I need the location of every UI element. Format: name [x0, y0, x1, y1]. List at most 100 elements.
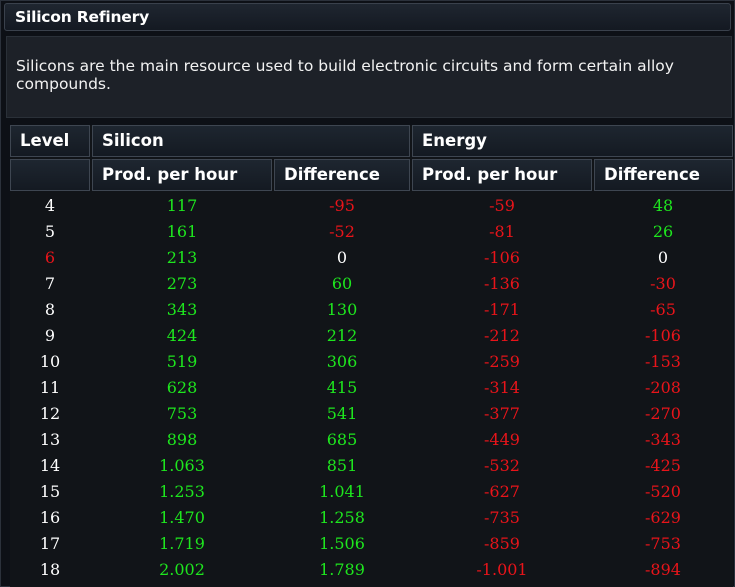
window-title: Silicon Refinery: [15, 8, 149, 26]
level-cell: 6: [44, 248, 56, 267]
silicon-prod-cell: 2.002: [159, 560, 205, 579]
level-cell: 15: [39, 482, 61, 501]
silicon-diff-cell: -95: [329, 196, 355, 215]
energy-prod-cell: -136: [484, 274, 520, 293]
table-row: 7 273 60 -136 -30: [10, 271, 733, 297]
level-cell: 11: [39, 378, 61, 397]
energy-diff-cell: -30: [650, 274, 676, 293]
silicon-prod-cell: 1.063: [159, 456, 205, 475]
energy-prod-cell: -735: [484, 508, 520, 527]
energy-prod-cell: -171: [484, 300, 520, 319]
energy-prod-cell: -259: [484, 352, 520, 371]
silicon-prod-cell: 424: [166, 326, 198, 345]
silicon-diff-cell: 1.258: [319, 508, 365, 527]
level-cell: 18: [39, 560, 61, 579]
table-row: 5 161 -52 -81 26: [10, 219, 733, 245]
level-cell: 13: [39, 430, 61, 449]
header-silicon-prod: Prod. per hour: [92, 159, 272, 191]
silicon-prod-cell: 1.719: [159, 534, 205, 553]
energy-diff-cell: -343: [645, 430, 681, 449]
silicon-prod-cell: 1.470: [159, 508, 205, 527]
energy-diff-cell: 0: [657, 248, 669, 267]
header-level: Level: [10, 125, 90, 157]
level-cell: 14: [39, 456, 61, 475]
energy-diff-cell: -629: [645, 508, 681, 527]
silicon-diff-cell: 541: [326, 404, 358, 423]
energy-diff-cell: -153: [645, 352, 681, 371]
silicon-prod-cell: 343: [166, 300, 198, 319]
silicon-diff-cell: 306: [326, 352, 358, 371]
header-silicon: Silicon: [92, 125, 410, 157]
level-cell: 10: [39, 352, 61, 371]
silicon-diff-cell: 851: [326, 456, 358, 475]
table-row: 8 343 130 -171 -65: [10, 297, 733, 323]
energy-diff-cell: -208: [645, 378, 681, 397]
energy-prod-cell: -212: [484, 326, 520, 345]
silicon-prod-cell: 519: [166, 352, 198, 371]
description-text: Silicons are the main resource used to b…: [16, 57, 674, 93]
table-row: 6 213 0 -106 0: [10, 245, 733, 271]
energy-prod-cell: -449: [484, 430, 520, 449]
header-energy: Energy: [412, 125, 733, 157]
header-silicon-diff: Difference: [274, 159, 410, 191]
level-cell: 12: [39, 404, 61, 423]
silicon-diff-cell: 0: [336, 248, 348, 267]
silicon-prod-cell: 273: [166, 274, 198, 293]
energy-diff-cell: -65: [650, 300, 676, 319]
energy-diff-cell: 26: [652, 222, 674, 241]
silicon-diff-cell: 1.506: [319, 534, 365, 553]
energy-prod-cell: -106: [484, 248, 520, 267]
energy-diff-cell: -425: [645, 456, 681, 475]
level-cell: 8: [44, 300, 56, 319]
energy-diff-cell: 48: [652, 196, 674, 215]
energy-diff-cell: -894: [645, 560, 681, 579]
description-box: Silicons are the main resource used to b…: [6, 36, 732, 118]
table-row: 14 1.063 851 -532 -425: [10, 453, 733, 479]
level-cell: 5: [44, 222, 56, 241]
silicon-diff-cell: 130: [326, 300, 358, 319]
silicon-diff-cell: 415: [326, 378, 358, 397]
silicon-prod-cell: 213: [166, 248, 198, 267]
energy-diff-cell: -753: [645, 534, 681, 553]
energy-prod-cell: -314: [484, 378, 520, 397]
table-row: 9 424 212 -212 -106: [10, 323, 733, 349]
energy-prod-cell: -81: [489, 222, 515, 241]
silicon-prod-cell: 753: [166, 404, 198, 423]
table-row: 17 1.719 1.506 -859 -753: [10, 531, 733, 557]
silicon-diff-cell: -52: [329, 222, 355, 241]
energy-prod-cell: -627: [484, 482, 520, 501]
silicon-prod-cell: 628: [166, 378, 198, 397]
silicon-prod-cell: 117: [166, 196, 198, 215]
table-row: 10 519 306 -259 -153: [10, 349, 733, 375]
silicon-diff-cell: 685: [326, 430, 358, 449]
header-energy-diff: Difference: [594, 159, 733, 191]
title-bar: Silicon Refinery: [4, 3, 731, 31]
header-level-blank: [10, 159, 90, 191]
table-row: 16 1.470 1.258 -735 -629: [10, 505, 733, 531]
table-row: 18 2.002 1.789 -1.001 -894: [10, 557, 733, 583]
silicon-prod-cell: 898: [166, 430, 198, 449]
table-row: 4 117 -95 -59 48: [10, 193, 733, 219]
silicon-diff-cell: 1.041: [319, 482, 365, 501]
table-row: 15 1.253 1.041 -627 -520: [10, 479, 733, 505]
silicon-prod-cell: 1.253: [159, 482, 205, 501]
table-row: 11 628 415 -314 -208: [10, 375, 733, 401]
energy-prod-cell: -377: [484, 404, 520, 423]
level-cell: 9: [44, 326, 56, 345]
table-row: 12 753 541 -377 -270: [10, 401, 733, 427]
energy-prod-cell: -532: [484, 456, 520, 475]
production-table: Level Silicon Energy Prod. per hour Diff…: [10, 125, 733, 587]
level-cell: 17: [39, 534, 61, 553]
silicon-diff-cell: 1.789: [319, 560, 365, 579]
level-cell: 16: [39, 508, 61, 527]
silicon-diff-cell: 60: [331, 274, 353, 293]
energy-diff-cell: -270: [645, 404, 681, 423]
level-cell: 4: [44, 196, 56, 215]
silicon-prod-cell: 161: [166, 222, 198, 241]
energy-prod-cell: -59: [489, 196, 515, 215]
header-energy-prod: Prod. per hour: [412, 159, 592, 191]
level-cell: 7: [44, 274, 56, 293]
energy-prod-cell: -859: [484, 534, 520, 553]
silicon-diff-cell: 212: [326, 326, 358, 345]
